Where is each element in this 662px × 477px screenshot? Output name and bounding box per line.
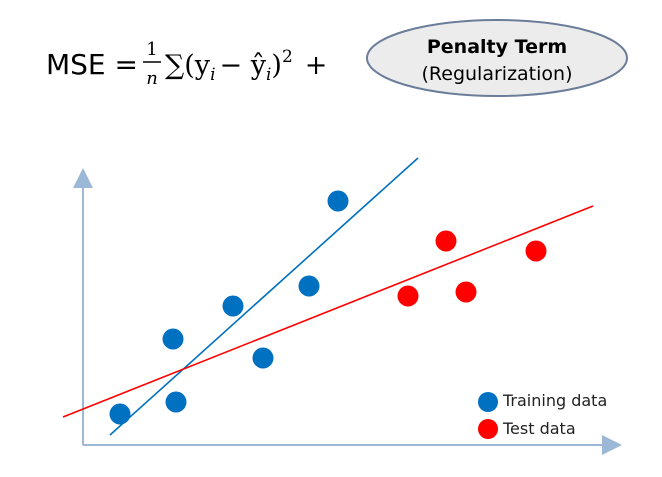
legend-label: Training data	[502, 391, 607, 410]
training-point	[298, 275, 320, 297]
legend-marker	[478, 392, 498, 412]
formula-minus: − ŷ	[220, 50, 267, 81]
test-point	[397, 285, 419, 307]
test-point	[435, 230, 457, 252]
formula-lhs: MSE =	[46, 48, 138, 81]
overfit-line	[109, 157, 419, 436]
formula-body: ∑(yi − ŷi)2 +	[165, 47, 327, 85]
regularized-line	[62, 205, 594, 418]
formula-sub: i	[210, 65, 215, 85]
formula-plus: +	[305, 50, 328, 81]
legend-marker	[478, 419, 498, 439]
formula-power: 2	[282, 47, 293, 67]
penalty-title: Penalty Term	[427, 36, 567, 58]
training-point	[162, 328, 184, 350]
training-points	[109, 190, 349, 425]
test-point	[455, 281, 477, 303]
penalty-ellipse	[366, 19, 628, 97]
formula-sum: ∑(y	[165, 50, 211, 81]
penalty-subtitle: (Regularization)	[422, 63, 573, 85]
formula-close: )	[271, 50, 282, 81]
training-point	[252, 347, 274, 369]
formula-denominator: n	[146, 68, 158, 89]
legend-label: Test data	[502, 419, 576, 438]
test-point	[525, 240, 547, 262]
formula-sub: i	[266, 65, 271, 85]
training-point	[222, 295, 244, 317]
training-point	[165, 391, 187, 413]
formula-numerator: 1	[146, 39, 157, 60]
training-point	[327, 190, 349, 212]
test-points	[397, 230, 547, 307]
training-point	[109, 403, 131, 425]
